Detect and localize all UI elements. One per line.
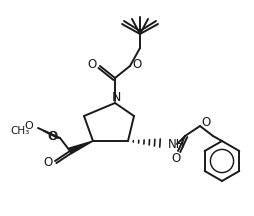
Text: CH₃: CH₃ <box>11 126 30 136</box>
Text: O: O <box>48 130 57 143</box>
Text: O: O <box>201 116 210 130</box>
Text: NH: NH <box>167 138 185 151</box>
Polygon shape <box>69 141 93 154</box>
Text: O: O <box>132 59 141 71</box>
Text: O: O <box>47 130 56 143</box>
Text: O: O <box>87 59 96 71</box>
Text: O: O <box>25 121 33 131</box>
Text: N: N <box>111 92 120 105</box>
Text: O: O <box>171 151 180 165</box>
Text: O: O <box>43 157 52 170</box>
